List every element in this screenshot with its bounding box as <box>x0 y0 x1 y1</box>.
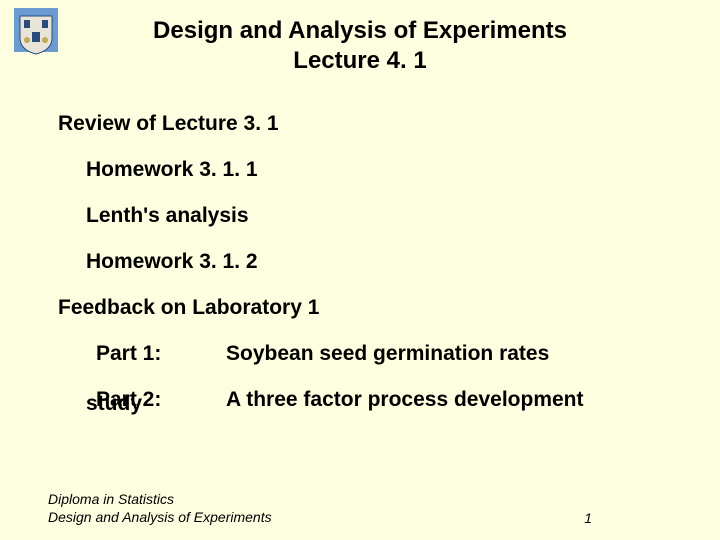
part-1-desc: Soybean seed germination rates <box>226 342 549 366</box>
university-crest-icon <box>14 8 58 58</box>
sub-homework-311: Homework 3. 1. 1 <box>86 158 672 182</box>
footer-left: Diploma in Statistics Design and Analysi… <box>48 491 272 526</box>
title-line-1: Design and Analysis of Experiments <box>48 16 672 46</box>
part-2-desc: A three factor process development <box>226 388 584 412</box>
footer-page-number: 1 <box>584 510 672 526</box>
title-line-2: Lecture 4. 1 <box>48 46 672 76</box>
sub-homework-312: Homework 3. 1. 2 <box>86 250 672 274</box>
section-review: Review of Lecture 3. 1 <box>58 112 672 136</box>
part-1-label: Part 1: <box>96 342 226 366</box>
footer-line-2: Design and Analysis of Experiments <box>48 509 272 527</box>
footer-line-1: Diploma in Statistics <box>48 491 272 509</box>
slide-footer: Diploma in Statistics Design and Analysi… <box>48 491 672 526</box>
sub-lenth: Lenth's analysis <box>86 204 672 228</box>
slide: Design and Analysis of Experiments Lectu… <box>0 0 720 540</box>
section-feedback: Feedback on Laboratory 1 <box>58 296 672 320</box>
part-1-row: Part 1: Soybean seed germination rates <box>96 342 672 366</box>
slide-title: Design and Analysis of Experiments Lectu… <box>48 16 672 76</box>
